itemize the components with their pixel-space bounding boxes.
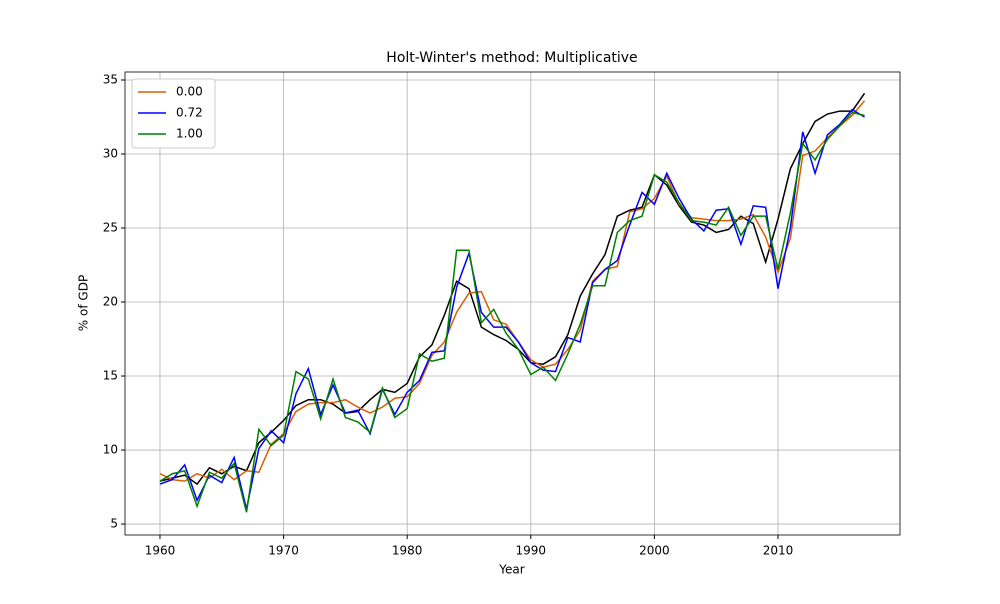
line-series	[159, 108, 865, 510]
y-axis-label: % of GDP	[77, 275, 91, 331]
legend-label: 0.00	[176, 85, 203, 99]
x-tick-label: 2000	[639, 544, 670, 558]
y-tick-label: 5	[110, 517, 118, 531]
x-tick-label: 2010	[763, 544, 794, 558]
x-tick-label: 1980	[392, 544, 423, 558]
legend-label: 1.00	[176, 127, 203, 141]
legend-box	[131, 78, 216, 149]
x-axis-label: Year	[498, 563, 524, 577]
line-series	[159, 111, 865, 513]
y-tick-label: 20	[103, 295, 118, 309]
x-tick-label: 1970	[268, 544, 299, 558]
y-tick-label: 10	[103, 443, 118, 457]
y-tick-label: 25	[103, 221, 118, 235]
plot-frame	[124, 71, 901, 536]
line-series	[159, 92, 866, 486]
y-tick-label: 35	[103, 72, 118, 86]
x-tick-label: 1960	[145, 544, 176, 558]
line-series	[159, 100, 866, 482]
y-tick-label: 15	[103, 369, 118, 383]
x-tick-label: 1990	[516, 544, 547, 558]
chart-title: Holt-Winter's method: Multiplicative	[386, 50, 637, 66]
y-tick-label: 30	[103, 147, 118, 161]
legend-label: 0.72	[176, 106, 203, 120]
